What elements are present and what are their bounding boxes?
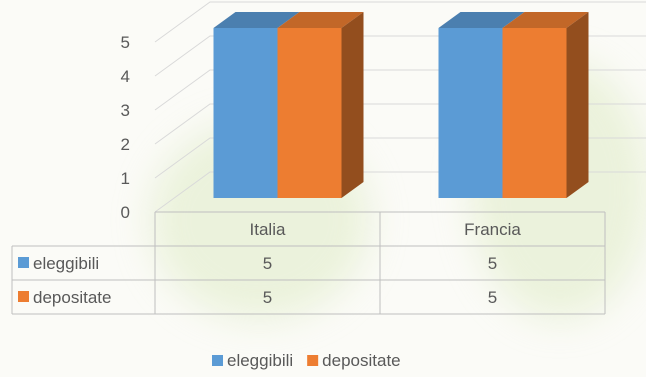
table-series-label: eleggibili bbox=[33, 254, 99, 273]
bar-front-face bbox=[502, 28, 567, 198]
legend-label: depositate bbox=[322, 351, 400, 370]
legend-swatch bbox=[212, 355, 223, 366]
bar-depositate-Francia bbox=[502, 12, 589, 198]
bar-top-face bbox=[277, 12, 364, 28]
y-tick-label: 5 bbox=[121, 33, 130, 52]
bar-eleggibili-Francia bbox=[438, 12, 525, 198]
bar-top-face bbox=[438, 12, 525, 28]
legend-label: eleggibili bbox=[227, 351, 293, 370]
bar-eleggibili-Italia bbox=[213, 12, 300, 198]
bar-side-face bbox=[566, 12, 589, 198]
table-series-color-key bbox=[18, 257, 29, 268]
table-series-color-key bbox=[18, 291, 29, 302]
bar-top-face bbox=[502, 12, 589, 28]
table-category-header: Italia bbox=[250, 220, 286, 239]
legend: eleggibili depositate bbox=[212, 351, 401, 370]
table-category-header: Francia bbox=[464, 220, 521, 239]
gridline bbox=[154, 1, 646, 43]
table-value-cell: 5 bbox=[263, 288, 272, 307]
bar-depositate-Italia bbox=[277, 12, 364, 198]
y-tick-label: 1 bbox=[121, 169, 130, 188]
bar-side-face bbox=[341, 12, 364, 198]
data-table: Italia Francia eleggibili 5 5 depositate 5 5 bbox=[11, 211, 606, 315]
table-value-cell: 5 bbox=[263, 254, 272, 273]
table-value-cell: 5 bbox=[488, 254, 497, 273]
y-axis-tick-labels: 0 1 2 3 4 5 bbox=[121, 33, 130, 222]
legend-swatch bbox=[307, 355, 319, 366]
table-value-cell: 5 bbox=[488, 288, 497, 307]
y-tick-label: 2 bbox=[121, 135, 130, 154]
table-series-label: depositate bbox=[33, 288, 111, 307]
y-tick-label: 3 bbox=[121, 101, 130, 120]
bars bbox=[213, 12, 589, 198]
bar-front-face bbox=[277, 28, 342, 198]
y-tick-label: 0 bbox=[121, 203, 130, 222]
bar-front-face bbox=[213, 28, 278, 198]
bar-front-face bbox=[438, 28, 503, 198]
bar-top-face bbox=[213, 12, 300, 28]
y-tick-label: 4 bbox=[121, 67, 130, 86]
